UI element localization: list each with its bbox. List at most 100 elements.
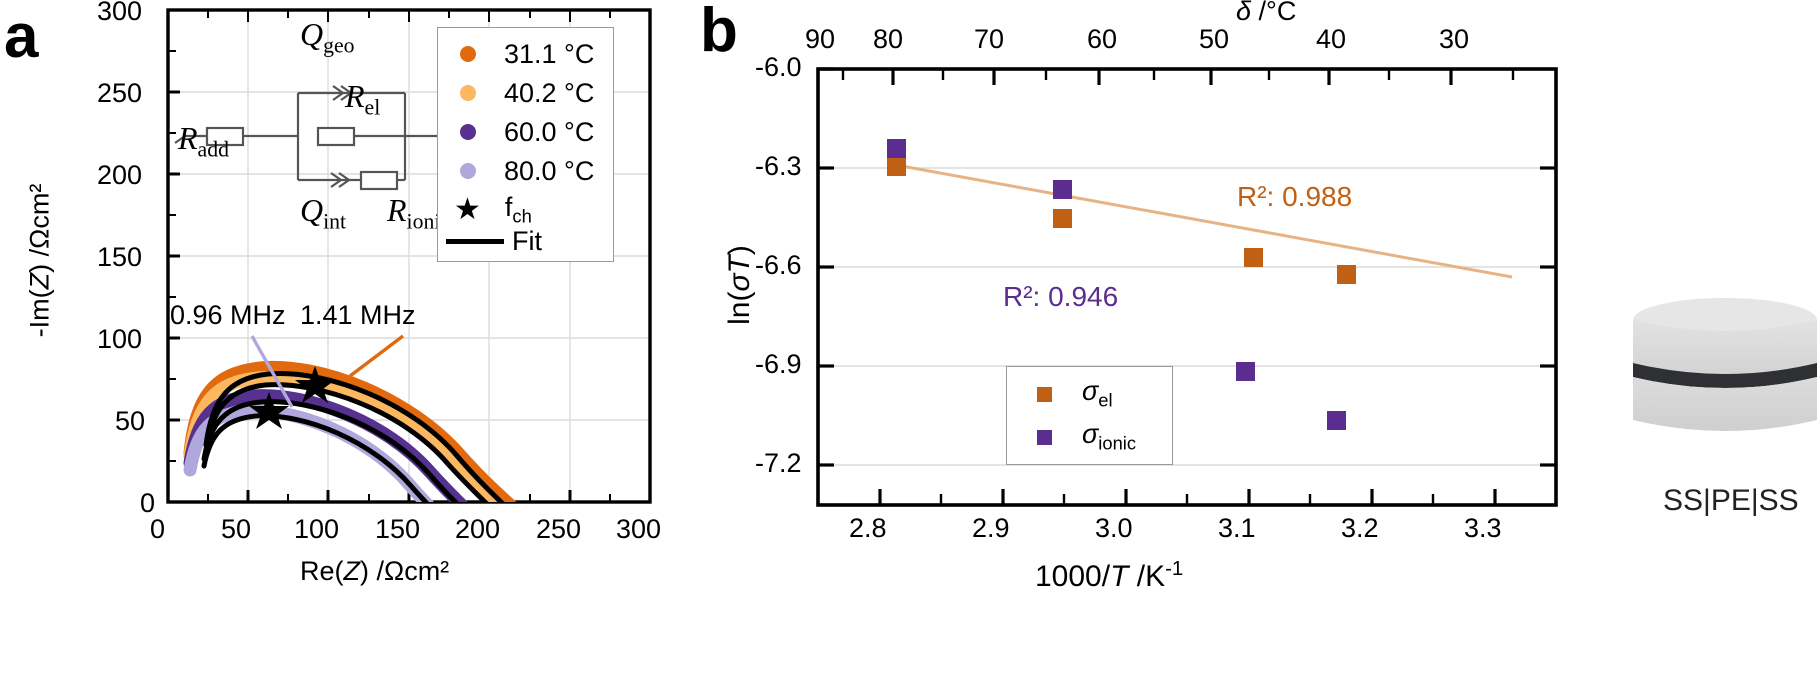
- fch-markers: [249, 366, 335, 429]
- legend-marker-311: [460, 46, 476, 62]
- panel-b-legend: σel σionic: [1006, 366, 1173, 465]
- panel-b-xtick-3-1: 3.1: [1218, 513, 1256, 543]
- panel-a-xaxis-title: Re(Z) /Ωcm²: [300, 556, 449, 587]
- panel-a-xtick-300: 300: [616, 514, 662, 544]
- panel-b-top-axis-delta: δ: [1236, 0, 1252, 26]
- panel-b-xaxis-t: T: [1110, 560, 1129, 593]
- data-point-sigma-ionic-3: [1327, 411, 1346, 430]
- panel-a-xtick-250: 250: [536, 514, 582, 544]
- panel-b-yaxis-post: ): [723, 245, 756, 256]
- panel-b-xaxis-title: 1000/T /K-1: [1035, 558, 1183, 594]
- panel-a-xtick-0: 0: [150, 514, 166, 544]
- panel-a-top-ticks: [207, 10, 611, 22]
- fit-800: [201, 413, 429, 502]
- circuit-label-rel: Rel: [345, 78, 381, 120]
- panel-b-ytick-6-6: -6.6: [755, 250, 802, 280]
- panel-b-xaxis-pre: 1000/: [1035, 560, 1111, 593]
- panel-b-top-xtick-80: 80: [873, 24, 904, 54]
- data-point-sigma-el-3: [1337, 265, 1356, 284]
- panel-a-ytick-300: 300: [97, 0, 143, 26]
- panel-a-legend: 31.1 °C 40.2 °C 60.0 °C 80.0 °C ★ fch Fi…: [437, 27, 614, 262]
- panel-a-ytick-50: 50: [115, 406, 146, 436]
- panel-b-letter: b: [700, 0, 738, 65]
- legend-label-fit: Fit: [512, 225, 542, 256]
- r2-label-sigma-el: R²: 0.988: [1237, 181, 1353, 212]
- legend-marker-fit: [446, 238, 504, 244]
- panel-b-yaxis-sigma: σ: [723, 273, 756, 292]
- panel-a-letter: a: [4, 2, 39, 71]
- panel-a-ytick-200: 200: [97, 160, 143, 190]
- legend-marker-600: [460, 124, 476, 140]
- panel-b-xtick-3-3: 3.3: [1464, 513, 1502, 543]
- data-point-sigma-el-2: [1244, 248, 1263, 267]
- panel-a-xtick-100: 100: [294, 514, 340, 544]
- circuit-label-qgeo: Qgeo: [300, 16, 355, 58]
- legend-marker-sigma-el: [1037, 386, 1052, 402]
- legend-label-311: 31.1 °C: [504, 38, 595, 69]
- star-icon: ★: [454, 193, 481, 226]
- panel-a-xtick-50: 50: [221, 514, 252, 544]
- legend-label-sigma-ionic: σionic: [1082, 419, 1137, 454]
- data-point-sigma-el-0: [887, 157, 906, 176]
- panel-b-top-ticks-major: [891, 69, 1453, 85]
- panel-a-ytick-150: 150: [97, 242, 143, 272]
- panel-a-plot: [166, 8, 652, 504]
- panel-b-bottom-ticks-major: [878, 489, 1497, 505]
- legend-label-600: 60.0 °C: [504, 116, 595, 147]
- panel-b-top-xtick-60: 60: [1087, 24, 1118, 54]
- fit-402: [203, 382, 489, 502]
- circuit-label-qint: Qint: [300, 192, 347, 234]
- panel-b-ytick-6-3: -6.3: [755, 151, 802, 181]
- panel-a-ytick-0: 0: [140, 488, 156, 518]
- panel-b-ytick-6-9: -6.9: [755, 349, 802, 379]
- panel-a-xtick-200: 200: [455, 514, 501, 544]
- r2-label-sigma-ionic: R²: 0.946: [1003, 281, 1119, 312]
- panel-b-yaxis-title: ln(σT): [723, 185, 757, 385]
- panel-b-xtick-2-8: 2.8: [849, 513, 887, 543]
- panel-b-top-xtick-30: 30: [1439, 24, 1470, 54]
- panel-b-top-xtick-90: 90: [805, 24, 836, 54]
- panel-b-xtick-3-2: 3.2: [1341, 513, 1379, 543]
- panel-b-yaxis-t: T: [723, 255, 756, 274]
- panel-b-right-ticks: [1540, 166, 1556, 467]
- panel-b-top-xtick-50: 50: [1199, 24, 1230, 54]
- series-402-data: [183, 371, 504, 502]
- panel-b-ytick-7-2: -7.2: [755, 448, 802, 478]
- data-point-sigma-el-1: [1053, 209, 1072, 228]
- panel-b-ytick-6-0: -6.0: [755, 52, 802, 82]
- panel-b-top-axis-title: δ /°C: [1236, 0, 1296, 27]
- panel-a-yticks: [168, 8, 180, 504]
- data-point-sigma-ionic-0: [887, 139, 906, 158]
- schematic-top-electrode: [1633, 320, 1817, 374]
- data-point-sigma-ionic-2: [1236, 362, 1255, 381]
- annotation-leader-141: [348, 334, 405, 378]
- panel-b-top-axis-post: /°C: [1251, 0, 1297, 26]
- panel-b-top-xtick-70: 70: [974, 24, 1005, 54]
- panel-a-yticks-minor: [168, 50, 176, 462]
- legend-label-fch: fch: [504, 192, 532, 227]
- panel-b-xaxis-sup: -1: [1165, 558, 1184, 580]
- fit-311: [203, 371, 505, 502]
- schematic-polymer-electrolyte: [1633, 363, 1817, 388]
- panel-b-top-ticks-minor: [841, 69, 1515, 80]
- fit-line-sigma-el: [895, 163, 1513, 279]
- fch-star-311: [295, 366, 335, 403]
- legend-label-402: 40.2 °C: [504, 77, 595, 108]
- schematic-bottom-electrode: [1633, 377, 1817, 431]
- data-point-sigma-ionic-1: [1053, 180, 1072, 199]
- panel-a-data: [183, 360, 517, 502]
- panel-a-xaxis-post: ) /Ωcm²: [360, 556, 450, 586]
- sample-label: SS|PE|SS: [1663, 484, 1799, 517]
- panel-b-frame: [816, 67, 1558, 507]
- panel-a-ytick-250: 250: [97, 78, 143, 108]
- panel-a-xaxis-pre: Re(: [300, 556, 344, 586]
- panel-b-yticks-major: [818, 67, 834, 467]
- sample-schematic: [1633, 298, 1817, 431]
- legend-label-sigma-el: σel: [1082, 376, 1113, 411]
- legend-label-800: 80.0 °C: [504, 155, 595, 186]
- panel-b-xtick-3-0: 3.0: [1095, 513, 1133, 543]
- legend-marker-800: [460, 163, 476, 179]
- annotation-leader-096: [250, 335, 294, 408]
